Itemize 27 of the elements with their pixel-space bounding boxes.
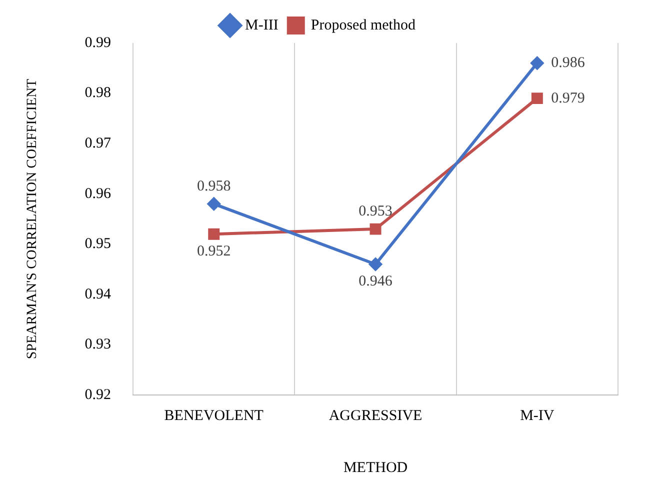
point bbox=[370, 223, 382, 235]
y-tick-label: 0.96 bbox=[84, 186, 112, 202]
y-axis-title: SPEARMAN'S CORRELATION COEFFICIENT bbox=[25, 78, 40, 360]
data-label: 0.953 bbox=[358, 203, 392, 220]
y-tick-label: 0.99 bbox=[84, 34, 112, 51]
data-label: 0.946 bbox=[358, 274, 393, 290]
y-tick-label: 0.93 bbox=[84, 336, 112, 353]
y-tick-label: 0.98 bbox=[84, 85, 112, 102]
data-label: 0.952 bbox=[197, 244, 231, 260]
y-tick-label: 0.92 bbox=[84, 386, 112, 403]
data-label: 0.979 bbox=[551, 90, 585, 106]
data-label: 0.958 bbox=[197, 178, 231, 194]
x-tick-label: M-IV bbox=[520, 408, 554, 424]
data-label: 0.986 bbox=[551, 55, 586, 72]
y-tick-label: 0.95 bbox=[84, 236, 112, 252]
point bbox=[531, 92, 543, 104]
point bbox=[369, 258, 382, 271]
y-tick-label: 0.94 bbox=[84, 286, 112, 302]
x-tick-label: AGGRESSIVE bbox=[328, 408, 422, 424]
point bbox=[207, 197, 220, 210]
legend-label: M-III bbox=[245, 17, 278, 34]
point bbox=[530, 56, 544, 70]
legend-label: Proposed method bbox=[310, 17, 416, 34]
y-tick-label: 0.97 bbox=[84, 136, 112, 152]
x-axis-title: METHOD bbox=[343, 460, 408, 476]
x-tick-label: BENEVOLENT bbox=[164, 408, 264, 424]
point bbox=[208, 228, 220, 240]
